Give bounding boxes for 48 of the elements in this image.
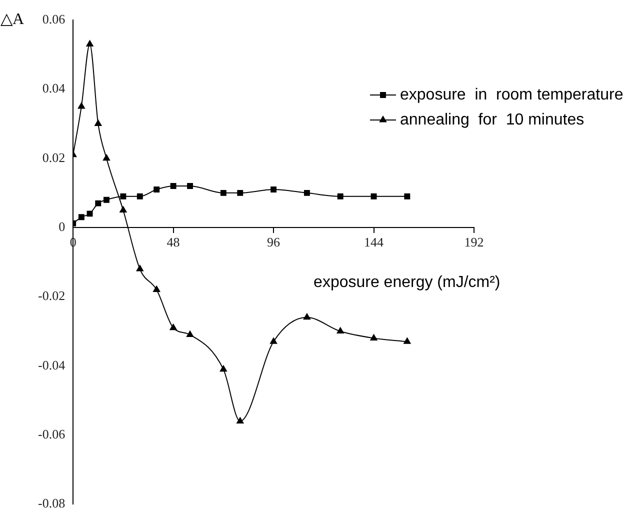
point: [94, 120, 102, 126]
point: [370, 193, 377, 200]
point: [154, 186, 160, 192]
point: [270, 186, 277, 192]
point: [78, 214, 84, 220]
x-axis-title: exposure energy (mJ/cm²): [314, 274, 500, 291]
point: [86, 40, 94, 46]
point: [336, 327, 344, 334]
point: [136, 265, 144, 272]
point: [86, 210, 93, 217]
legend-label: annealing for 10 minutes: [400, 111, 584, 128]
point: [95, 200, 102, 206]
y-tick-label: -0.06: [38, 426, 66, 442]
point: [102, 154, 110, 161]
y-tick-label: -0.04: [38, 357, 66, 372]
point: [303, 313, 310, 320]
y-tick-label: 0.02: [42, 150, 66, 165]
y-tick-label: 0.06: [42, 11, 66, 26]
point: [120, 206, 127, 212]
point: [370, 334, 378, 340]
point: [270, 338, 278, 344]
x-tick-label: 144: [364, 234, 384, 250]
point: [237, 190, 244, 196]
point: [153, 286, 160, 292]
x-tick-label: 96: [267, 234, 281, 250]
point: [186, 330, 194, 337]
point: [104, 196, 110, 203]
point: [220, 365, 227, 372]
point: [304, 190, 310, 196]
y-tick-label: 0: [58, 218, 66, 234]
y-tick-label: -0.02: [38, 288, 66, 304]
point: [120, 193, 126, 200]
point: [78, 102, 85, 109]
x-tick-label: 192: [464, 234, 484, 250]
point: [404, 193, 410, 200]
point: [404, 338, 411, 344]
point: [187, 183, 193, 189]
y-tick-label: -0.08: [38, 496, 66, 511]
point: [236, 417, 244, 424]
legend-label: exposure in room temperature: [400, 86, 624, 104]
x-tick-label: 48: [166, 234, 180, 250]
point: [170, 183, 176, 189]
point: [337, 193, 344, 200]
y-tick-label: 0.04: [42, 80, 66, 96]
y-axis-title: △A: [0, 11, 24, 28]
point: [220, 190, 226, 196]
point: [136, 193, 143, 200]
point: [170, 324, 177, 330]
